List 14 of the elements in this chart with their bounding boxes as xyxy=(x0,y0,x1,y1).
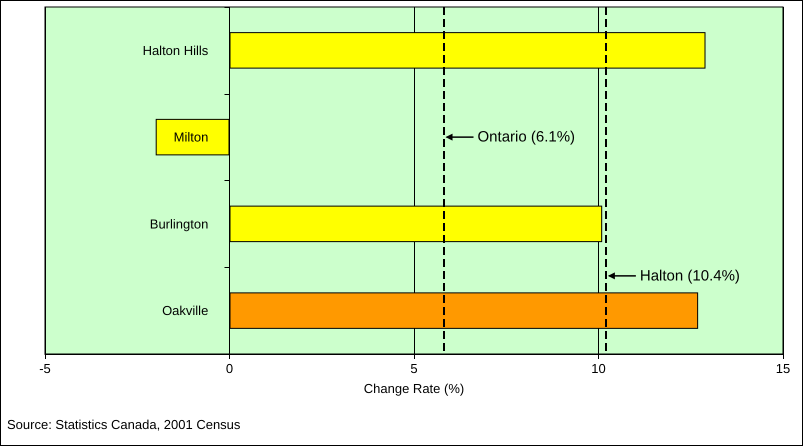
x-tick-label: 5 xyxy=(410,361,418,376)
y-tick-label: Oakville xyxy=(162,303,208,318)
y-tick-label: Burlington xyxy=(150,216,208,232)
x-tick-label: 0 xyxy=(226,361,234,376)
source-note: Source: Statistics Canada, 2001 Census xyxy=(7,417,241,432)
ref-line-label: Halton (10.4%) xyxy=(640,267,740,284)
x-axis-title: Change Rate (%) xyxy=(364,381,464,396)
y-tick-label: Halton Hills xyxy=(142,42,209,58)
y-tick-label: Milton xyxy=(174,130,208,145)
x-tick-label: 15 xyxy=(776,361,790,376)
x-tick-label: 10 xyxy=(591,361,606,376)
x-tick-label: -5 xyxy=(39,361,51,376)
ref-line-label: Ontario (6.1%) xyxy=(478,128,576,146)
bar xyxy=(156,118,230,156)
